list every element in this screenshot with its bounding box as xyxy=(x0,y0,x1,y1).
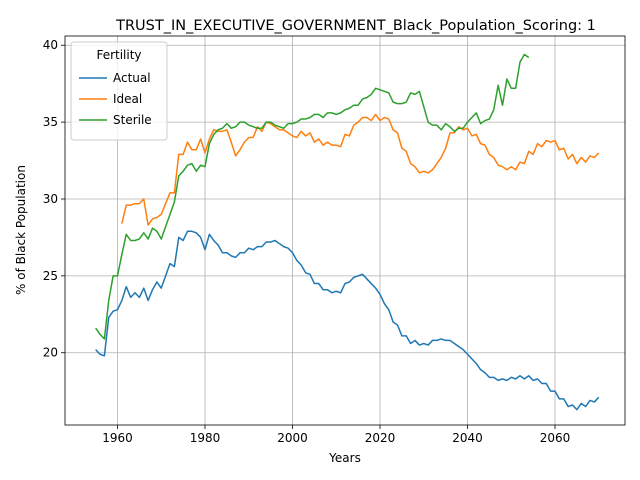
chart-title: TRUST_IN_EXECUTIVE_GOVERNMENT_Black_Popu… xyxy=(115,18,596,34)
legend-label-actual: Actual xyxy=(113,71,151,85)
x-tick-label: 2000 xyxy=(277,431,308,445)
x-tick-label: 2040 xyxy=(452,431,483,445)
legend-title: Fertility xyxy=(96,48,141,62)
y-tick-label: 25 xyxy=(43,269,58,283)
series-line-actual xyxy=(95,230,600,411)
x-tick-label: 2020 xyxy=(365,431,396,445)
axes-frame xyxy=(64,35,626,426)
x-tick-label: 1980 xyxy=(190,431,221,445)
legend-label-ideal: Ideal xyxy=(113,92,142,106)
y-tick-label: 40 xyxy=(43,38,58,52)
y-tick-label: 35 xyxy=(43,115,58,129)
legend-box xyxy=(70,41,168,141)
plot-area xyxy=(95,53,600,411)
legend: Fertility Actual Ideal Sterile xyxy=(70,41,168,141)
grid xyxy=(65,36,625,425)
ticks: 1960 1980 2000 2020 2040 2060 20 25 30 35 40 xyxy=(43,38,571,445)
y-axis-label: % of Black Population xyxy=(14,165,28,295)
legend-label-sterile: Sterile xyxy=(113,113,152,127)
x-tick-label: 2060 xyxy=(540,431,571,445)
x-tick-label: 1960 xyxy=(102,431,133,445)
x-axis-label: Years xyxy=(328,451,361,465)
y-tick-label: 20 xyxy=(43,346,58,360)
y-tick-label: 30 xyxy=(43,192,58,206)
series-line-ideal xyxy=(121,113,600,226)
series-line-sterile xyxy=(95,53,530,340)
